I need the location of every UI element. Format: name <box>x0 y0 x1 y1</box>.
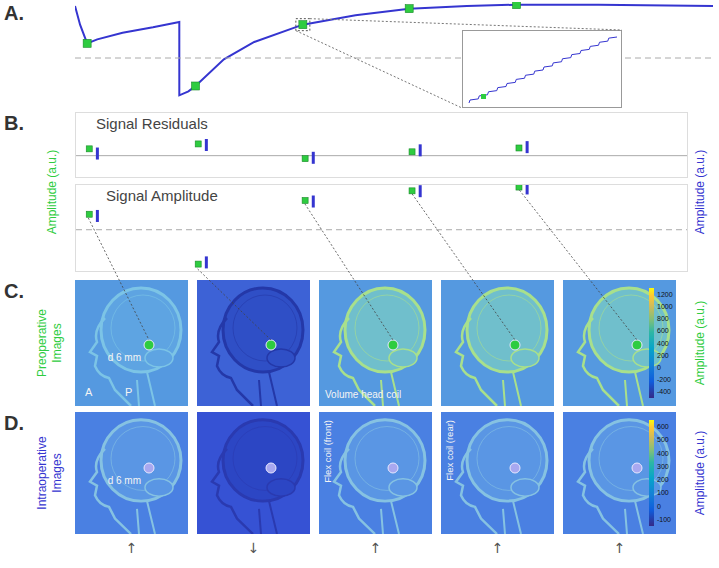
svg-text:Volume head coil: Volume head coil <box>325 389 401 400</box>
svg-text:Amplitude (a.u.): Amplitude (a.u.) <box>693 431 707 516</box>
svg-text:↑: ↑ <box>614 540 626 556</box>
svg-text:C.: C. <box>4 280 24 302</box>
svg-text:0: 0 <box>657 364 661 371</box>
svg-text:↑: ↑ <box>492 540 504 556</box>
svg-text:-200: -200 <box>657 376 671 383</box>
svg-text:-400: -400 <box>657 388 671 395</box>
svg-text:400: 400 <box>657 450 669 457</box>
svg-text:600: 600 <box>657 423 669 430</box>
svg-text:400: 400 <box>657 340 669 347</box>
svg-text:B.: B. <box>4 112 24 134</box>
svg-text:Amplitude (a.u.): Amplitude (a.u.) <box>693 301 707 386</box>
svg-text:600: 600 <box>657 327 669 334</box>
svg-text:↓: ↓ <box>248 540 260 556</box>
svg-text:d 6 mm: d 6 mm <box>108 475 141 486</box>
svg-text:Flex coil (front): Flex coil (front) <box>322 420 333 483</box>
svg-text:Images: Images <box>50 323 64 362</box>
svg-text:100: 100 <box>657 489 669 496</box>
svg-text:200: 200 <box>657 352 669 359</box>
svg-text:Intraoperative: Intraoperative <box>35 436 49 510</box>
svg-text:Amplitude (a.u.): Amplitude (a.u.) <box>45 150 59 235</box>
svg-text:0: 0 <box>657 503 661 510</box>
svg-text:Amplitude (a.u.): Amplitude (a.u.) <box>693 150 707 235</box>
svg-text:A: A <box>85 386 93 398</box>
svg-text:-100: -100 <box>657 516 671 523</box>
svg-text:300: 300 <box>657 463 669 470</box>
svg-text:200: 200 <box>657 476 669 483</box>
svg-text:1200: 1200 <box>657 291 673 298</box>
svg-text:1000: 1000 <box>657 303 673 310</box>
svg-text:d 6 mm: d 6 mm <box>108 352 141 363</box>
html-text:Signal Amplitude: Signal Amplitude <box>106 187 218 204</box>
svg-text:500: 500 <box>657 436 669 443</box>
svg-text:P: P <box>125 386 132 398</box>
svg-text:↑: ↑ <box>370 540 382 556</box>
html-text:Signal Residuals: Signal Residuals <box>96 115 208 132</box>
svg-text:D.: D. <box>4 412 24 434</box>
svg-text:Flex coil (rear): Flex coil (rear) <box>444 420 455 481</box>
svg-text:Images: Images <box>50 453 64 492</box>
svg-text:A.: A. <box>4 2 24 24</box>
svg-text:Preoperative: Preoperative <box>35 309 49 377</box>
svg-text:800: 800 <box>657 315 669 322</box>
svg-text:↑: ↑ <box>126 540 138 556</box>
